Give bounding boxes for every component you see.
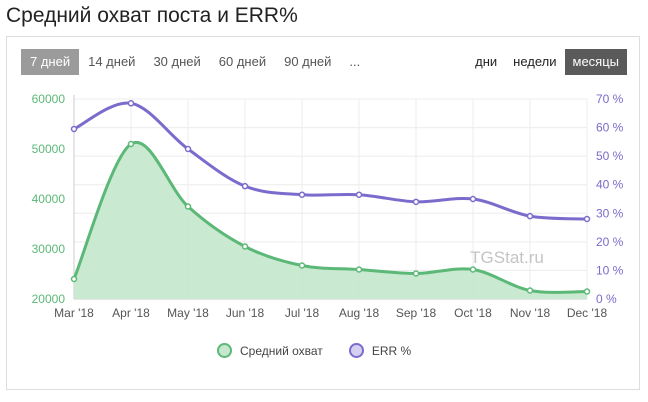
- point-reach-7: [469, 266, 477, 273]
- point-reach-1: [127, 140, 135, 148]
- x-tick-label: Apr '18: [112, 306, 150, 320]
- point-err-7: [469, 195, 477, 203]
- y-right-tick-label: 0 %: [596, 292, 617, 306]
- x-tick-label: Jul '18: [285, 306, 320, 320]
- legend-item-err[interactable]: ERR %: [348, 343, 412, 358]
- point-err-2: [184, 145, 192, 153]
- y-left-tick-label: 50000: [32, 142, 66, 156]
- point-reach-6: [412, 270, 420, 277]
- x-tick-label: Dec '18: [567, 306, 608, 320]
- unit-button-2[interactable]: месяцы: [564, 49, 627, 75]
- legend-label-reach: Средний охват: [240, 343, 323, 358]
- unit-button-0[interactable]: дни: [475, 54, 498, 69]
- y-left-tick-label: 60000: [32, 92, 66, 106]
- y-right-tick-label: 40 %: [596, 178, 624, 192]
- x-tick-label: Jun '18: [226, 306, 265, 320]
- x-tick-label: Aug '18: [339, 306, 380, 320]
- period-button-3[interactable]: 60 дней: [218, 54, 267, 69]
- y-left-tick-label: 40000: [32, 192, 66, 206]
- unit-button-1[interactable]: недели: [513, 54, 557, 69]
- series-reach-area: [74, 142, 587, 299]
- y-right-tick-label: 20 %: [596, 235, 624, 249]
- y-right-tick-label: 30 %: [596, 206, 624, 220]
- point-err-1: [127, 100, 135, 107]
- point-reach-0: [70, 275, 78, 283]
- x-tick-label: Oct '18: [454, 306, 492, 320]
- chart-panel: 7 дней 14 дней 30 дней 60 дней 90 дней... дн…: [6, 36, 640, 390]
- legend-marker-err: [348, 343, 364, 358]
- point-reach-5: [355, 266, 363, 273]
- x-tick-label: May '18: [167, 306, 209, 320]
- y-right-tick-label: 70 %: [596, 92, 624, 106]
- unit-selector: дни недели месяцы: [467, 49, 627, 75]
- legend-marker-reach: [217, 343, 232, 358]
- period-button-4[interactable]: 90 дней: [284, 54, 332, 69]
- y-right-tick-label: 10 %: [596, 263, 624, 277]
- point-err-5: [355, 191, 363, 198]
- point-err-3: [241, 182, 249, 190]
- point-err-9: [583, 215, 591, 223]
- point-reach-9: [583, 288, 591, 295]
- chart: 20000 30000 40000 50000 60000 0 % 10 % 20 % 30 %…: [32, 92, 624, 320]
- y-left-tick-label: 20000: [32, 292, 66, 306]
- y-right-tick-label: 60 %: [596, 121, 624, 135]
- period-button-0[interactable]: 7 дней: [21, 49, 80, 75]
- period-button-1[interactable]: 14 дней: [88, 54, 136, 69]
- y-left-tick-label: 30000: [32, 242, 66, 256]
- x-tick-label: Sep '18: [396, 306, 437, 320]
- point-err-4: [298, 191, 306, 198]
- watermark: TGStat.ru: [470, 248, 544, 267]
- point-reach-4: [298, 262, 306, 269]
- legend: Средний охват ERR %: [217, 343, 437, 358]
- y-right-tick-label: 50 %: [596, 149, 624, 163]
- period-button-5[interactable]: ...: [349, 54, 361, 69]
- legend-item-reach[interactable]: Средний охват: [217, 343, 323, 358]
- point-reach-8: [526, 287, 534, 294]
- point-err-8: [526, 212, 534, 220]
- point-err-6: [412, 198, 420, 206]
- x-tick-label: Mar '18: [54, 306, 94, 320]
- period-selector: 7 дней 14 дней 30 дней 60 дней 90 дней...: [21, 49, 369, 75]
- point-reach-2: [184, 203, 192, 210]
- series-err-line: [73, 101, 588, 221]
- period-button-2[interactable]: 30 дней: [153, 54, 201, 69]
- point-reach-3: [241, 243, 249, 250]
- x-tick-label: Nov '18: [510, 306, 551, 320]
- page-title: Средний охват поста и ERR%: [6, 4, 298, 27]
- point-err-0: [70, 125, 78, 133]
- legend-label-err: ERR %: [371, 343, 412, 358]
